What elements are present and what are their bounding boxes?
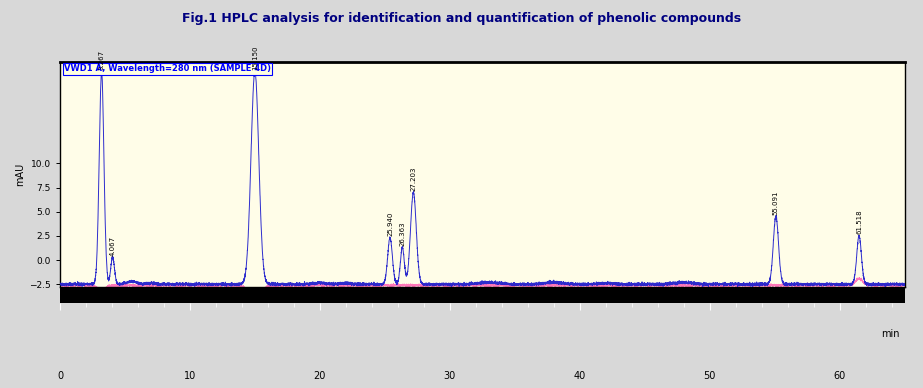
Y-axis label: mAU: mAU	[15, 163, 25, 186]
Text: 55.091: 55.091	[773, 191, 779, 215]
Text: VWD1 A, Wavelength=280 nm (SAMPLE 4D): VWD1 A, Wavelength=280 nm (SAMPLE 4D)	[65, 64, 271, 73]
Text: Fig.1 HPLC analysis for identification and quantification of phenolic compounds: Fig.1 HPLC analysis for identification a…	[182, 12, 741, 25]
Text: 3.267: 3.267	[99, 50, 104, 70]
Text: min: min	[881, 329, 900, 339]
Text: 61.518: 61.518	[856, 210, 862, 234]
Text: 15.150: 15.150	[252, 46, 258, 70]
Text: 27.203: 27.203	[411, 166, 416, 191]
Text: 4.067: 4.067	[110, 236, 115, 256]
Text: 26.363: 26.363	[400, 222, 405, 246]
Text: 25.940: 25.940	[387, 212, 393, 236]
